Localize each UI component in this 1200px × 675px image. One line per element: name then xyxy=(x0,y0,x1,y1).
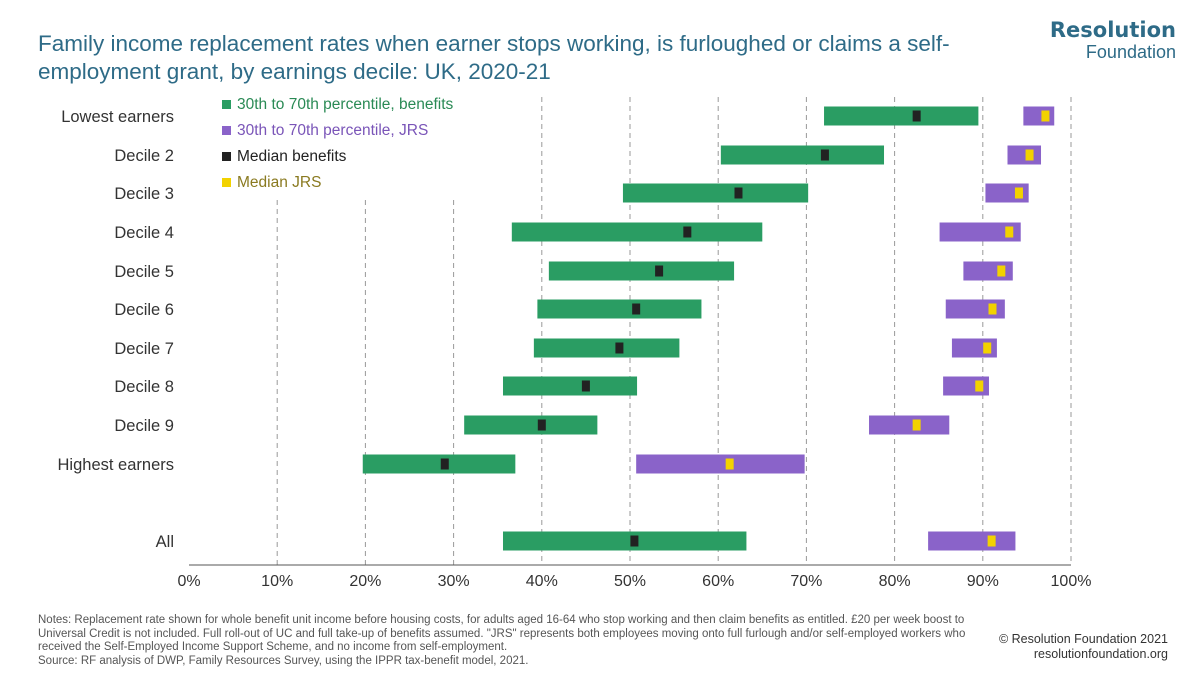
category-label: Decile 6 xyxy=(114,301,174,319)
median-jrs-marker xyxy=(912,419,921,431)
legend-label: 30th to 70th percentile, JRS xyxy=(237,122,428,139)
benefits-range-bar xyxy=(537,299,702,319)
category-label: Lowest earners xyxy=(61,108,174,126)
benefits-range-bar xyxy=(548,261,735,281)
chart-notes: Notes: Replacement rate shown for whole … xyxy=(38,614,988,668)
benefits-range-bar xyxy=(502,531,747,551)
median-benefits-marker xyxy=(820,149,829,161)
copyright-text: © Resolution Foundation 2021 xyxy=(998,632,1168,646)
logo-line2: Foundation xyxy=(1085,42,1176,62)
category-label: Decile 3 xyxy=(114,185,174,203)
x-tick-label: 70% xyxy=(790,573,822,590)
median-jrs-marker xyxy=(983,342,992,354)
legend-label: 30th to 70th percentile, benefits xyxy=(237,96,454,113)
legend-swatch xyxy=(222,100,231,109)
benefits-range-bar xyxy=(464,415,598,435)
jrs-range-bar xyxy=(1007,145,1042,165)
jrs-range-bar xyxy=(939,222,1021,242)
website-text: resolutionfoundation.org xyxy=(1033,647,1168,661)
benefits-range-bar xyxy=(533,338,680,358)
benefits-range-bar xyxy=(511,222,763,242)
jrs-range-bar xyxy=(928,531,1016,551)
source-text: Source: RF analysis of DWP, Family Resou… xyxy=(38,654,529,667)
benefits-range-bar xyxy=(824,106,979,126)
category-label: Decile 9 xyxy=(114,417,174,435)
benefits-range-bar xyxy=(362,454,516,474)
median-jrs-marker xyxy=(988,303,997,315)
x-tick-label: 40% xyxy=(526,573,558,590)
legend-label: Median benefits xyxy=(237,148,347,165)
x-tick-label: 20% xyxy=(349,573,381,590)
notes-text: Notes: Replacement rate shown for whole … xyxy=(38,614,966,653)
jrs-range-bar xyxy=(636,454,805,474)
median-benefits-marker xyxy=(734,187,743,199)
chart-title: Family income replacement rates when ear… xyxy=(38,31,950,84)
median-benefits-marker xyxy=(683,226,692,238)
legend-swatch xyxy=(222,152,231,161)
x-tick-label: 90% xyxy=(967,573,999,590)
median-benefits-marker xyxy=(912,110,921,122)
category-label: Highest earners xyxy=(58,456,174,474)
logo-line1: Resolution xyxy=(1049,18,1176,42)
legend-swatch xyxy=(222,126,231,135)
jrs-range-bar xyxy=(869,415,950,435)
benefits-range-bar xyxy=(502,376,638,396)
resolution-foundation-logo: Resolution Foundation xyxy=(1050,18,1176,62)
legend-swatch xyxy=(222,178,231,187)
x-tick-label: 0% xyxy=(177,573,200,590)
credit: © Resolution Foundation 2021 resolutionf… xyxy=(999,632,1168,662)
x-tick-label: 80% xyxy=(879,573,911,590)
category-label: Decile 2 xyxy=(114,147,174,165)
legend-label: Median JRS xyxy=(237,174,321,191)
median-jrs-marker xyxy=(1014,187,1023,199)
category-label: Decile 7 xyxy=(114,340,174,358)
median-benefits-marker xyxy=(440,458,449,470)
category-label: Decile 4 xyxy=(114,224,174,242)
median-jrs-marker xyxy=(975,380,984,392)
x-tick-label: 100% xyxy=(1051,573,1092,590)
x-tick-label: 10% xyxy=(261,573,293,590)
x-tick-label: 30% xyxy=(438,573,470,590)
median-benefits-marker xyxy=(632,303,641,315)
median-benefits-marker xyxy=(581,380,590,392)
median-benefits-marker xyxy=(537,419,546,431)
median-jrs-marker xyxy=(1041,110,1050,122)
category-label: All xyxy=(156,533,174,551)
category-label: Decile 5 xyxy=(114,263,174,281)
x-tick-label: 50% xyxy=(614,573,646,590)
median-jrs-marker xyxy=(725,458,734,470)
median-benefits-marker xyxy=(615,342,624,354)
median-benefits-marker xyxy=(655,265,664,277)
median-jrs-marker xyxy=(1005,226,1014,238)
x-tick-label: 60% xyxy=(702,573,734,590)
median-benefits-marker xyxy=(630,535,639,547)
jrs-range-bar xyxy=(1023,106,1055,126)
category-label: Decile 8 xyxy=(114,378,174,396)
median-jrs-marker xyxy=(987,535,996,547)
median-jrs-marker xyxy=(1025,149,1034,161)
benefits-range-bar xyxy=(720,145,885,165)
median-jrs-marker xyxy=(997,265,1006,277)
benefits-range-bar xyxy=(622,183,809,203)
jrs-range-bar xyxy=(963,261,1013,281)
